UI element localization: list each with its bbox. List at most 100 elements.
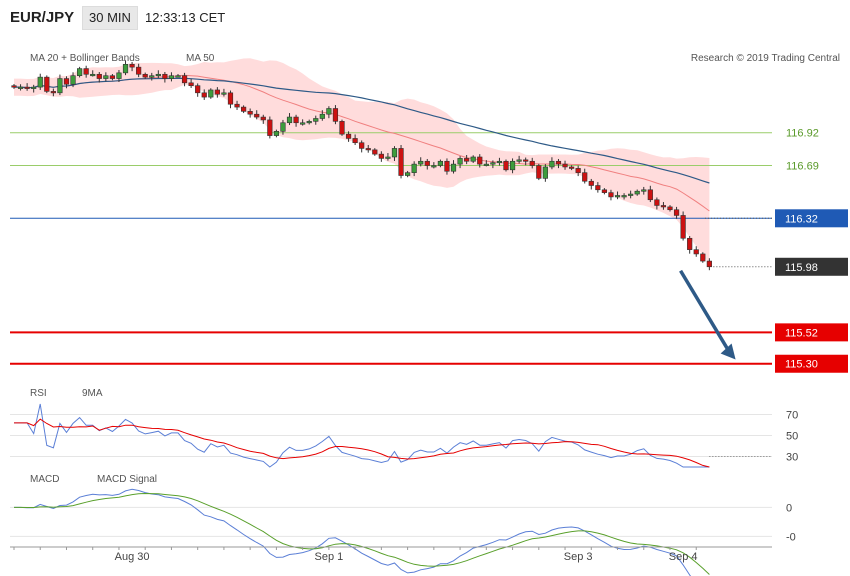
rsi-line [14,403,710,468]
candle-body [628,193,634,196]
candle-body [188,82,194,86]
candle-body [496,160,503,164]
candle-body [221,92,227,95]
candle-body [332,108,339,122]
candle-body [313,118,319,122]
candle-body [136,66,142,75]
level-label-4: 115.30 [785,359,818,371]
candle-body [418,160,424,165]
candle-body [424,160,430,166]
last-price-label: 115.98 [785,262,818,274]
symbol-label: EUR/JPY [10,9,75,26]
candle-body [359,142,365,149]
level-label-2: 116.32 [785,213,818,225]
candle-body [181,75,188,84]
candle-body [352,138,358,144]
candle-body [667,206,673,211]
candle-body [63,78,70,85]
candle-body [57,78,63,94]
level-label-1: 116.69 [786,161,819,173]
rsi-tick-label: 50 [786,431,798,443]
candle-body [595,185,601,191]
candle-body [234,103,240,108]
level-badge-4 [775,354,848,373]
candle-body [437,160,444,166]
candle-body [391,148,398,158]
timeframe-button[interactable]: 30 MIN [82,6,138,30]
candle-body [44,76,50,92]
chart-header: EUR/JPY 30 MIN 12:33:13 CET [0,0,850,36]
candle-body [444,160,450,172]
candle-body [706,260,712,268]
legend-ma20-label: MA 20 + Bollinger Bands [30,53,140,64]
candle-body [306,121,312,124]
candle-body [398,148,404,176]
candle-body [90,73,96,77]
rsi-tick-label: 30 [786,452,798,464]
macd-tick-label: 0 [786,502,792,514]
candle-body [614,195,621,198]
candle-body [168,75,175,79]
ma50-line [14,77,710,184]
candle-body [83,68,89,75]
candle-body [503,160,509,171]
candle-body [687,237,693,250]
candle-body [673,209,680,216]
candle-body [195,85,201,94]
candle-body [450,163,457,172]
candle-body [555,160,562,165]
level-badge-3 [775,323,848,342]
projection-arrow-head [720,343,736,360]
candle-body [149,75,155,78]
candle-body [129,63,135,68]
candle-body [162,73,168,79]
candle-body [116,72,122,79]
candle-body [404,172,411,176]
candle-body [300,122,306,125]
candle-body [660,205,667,208]
candle-body [536,165,542,179]
x-axis-label: Sep 1 [315,551,344,563]
candle-body [385,156,391,159]
candle-body [654,199,660,206]
candle-body [96,73,102,79]
candle-body [549,160,555,168]
candle-body [155,73,161,77]
candle-body [601,189,607,193]
candle-body [483,163,489,166]
candle-body [208,89,214,98]
candle-body [37,76,43,88]
candle-body [50,91,56,94]
candle-body [378,153,384,159]
candle-body [568,166,575,169]
candle-body [464,158,470,162]
macd-line [14,488,692,576]
candle-body [319,113,325,119]
candle-body [693,249,699,255]
last-price-badge [775,257,848,276]
candle-body [700,253,706,262]
candle-body [641,189,647,192]
candle-body [260,116,266,121]
x-axis-label: Sep 3 [564,551,593,563]
candle-body [175,75,181,78]
candle-body [477,156,483,165]
legend-rsi9ma-label: 9MA [82,388,103,399]
candle-body [457,158,463,165]
candle-body [516,159,522,162]
candle-body [280,122,286,132]
candle-body [201,92,207,98]
candle-body [582,172,588,182]
macd-tick-label: -0 [786,531,796,543]
candle-body [634,190,640,195]
time-label: 12:33:13 CET [145,10,226,25]
candle-body [509,160,516,171]
candle-body [470,156,476,162]
candle-body [122,63,129,74]
candle-body [621,195,627,198]
bollinger-band [14,58,710,264]
legend-ma50-label: MA 50 [186,53,215,64]
candle-body [542,166,548,179]
candle-body [273,131,280,136]
